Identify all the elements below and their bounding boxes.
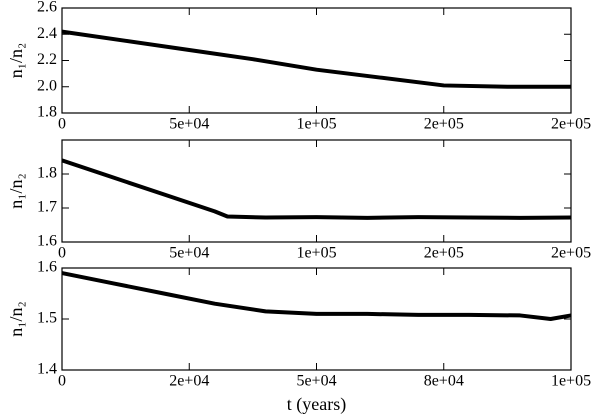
y-tick-label: 1.6 (37, 233, 57, 250)
x-tick-label: 8e+04 (424, 373, 464, 390)
x-tick-label: 2e+05 (551, 116, 591, 133)
x-tick-label: 5e+04 (169, 245, 209, 262)
data-line (61, 158, 572, 220)
y-axis-label: n₁/n₂ (6, 43, 26, 79)
x-tick-label: 5e+04 (296, 373, 336, 390)
plot-frame (61, 7, 572, 114)
x-axis-label: t (years) (287, 394, 346, 415)
y-tick-label: 1.7 (37, 199, 57, 216)
y-axis-label: n₁/n₂ (6, 173, 26, 209)
y-tick-label: 2.6 (37, 0, 57, 16)
x-tick-label: 2e+05 (551, 245, 591, 262)
plot-frame (61, 267, 572, 371)
x-tick-label: 2e+04 (169, 373, 209, 390)
y-tick-label: 1.8 (37, 165, 57, 182)
x-tick-label: 1e+05 (296, 116, 336, 133)
data-line (61, 29, 571, 89)
x-tick-label: 1e+05 (551, 373, 591, 390)
x-tick-label: 0 (58, 373, 66, 390)
y-tick-label: 1.8 (37, 104, 57, 121)
x-tick-label: 5e+04 (169, 116, 209, 133)
y-tick-label: 2.4 (37, 25, 57, 42)
y-tick-label: 1.6 (37, 259, 57, 276)
y-tick-label: 1.4 (37, 361, 57, 378)
data-line (61, 271, 572, 321)
y-tick-label: 1.5 (37, 310, 57, 327)
y-tick-label: 2.2 (37, 51, 57, 68)
x-tick-label: 2e+05 (424, 116, 464, 133)
x-tick-label: 0 (58, 245, 66, 262)
y-axis-label: n₁/n₂ (6, 301, 26, 337)
x-tick-label: 0 (58, 116, 66, 133)
plot-frame (61, 139, 572, 243)
x-tick-label: 2e+05 (424, 245, 464, 262)
y-tick-label: 2.0 (37, 77, 57, 94)
x-tick-label: 1e+05 (296, 245, 336, 262)
